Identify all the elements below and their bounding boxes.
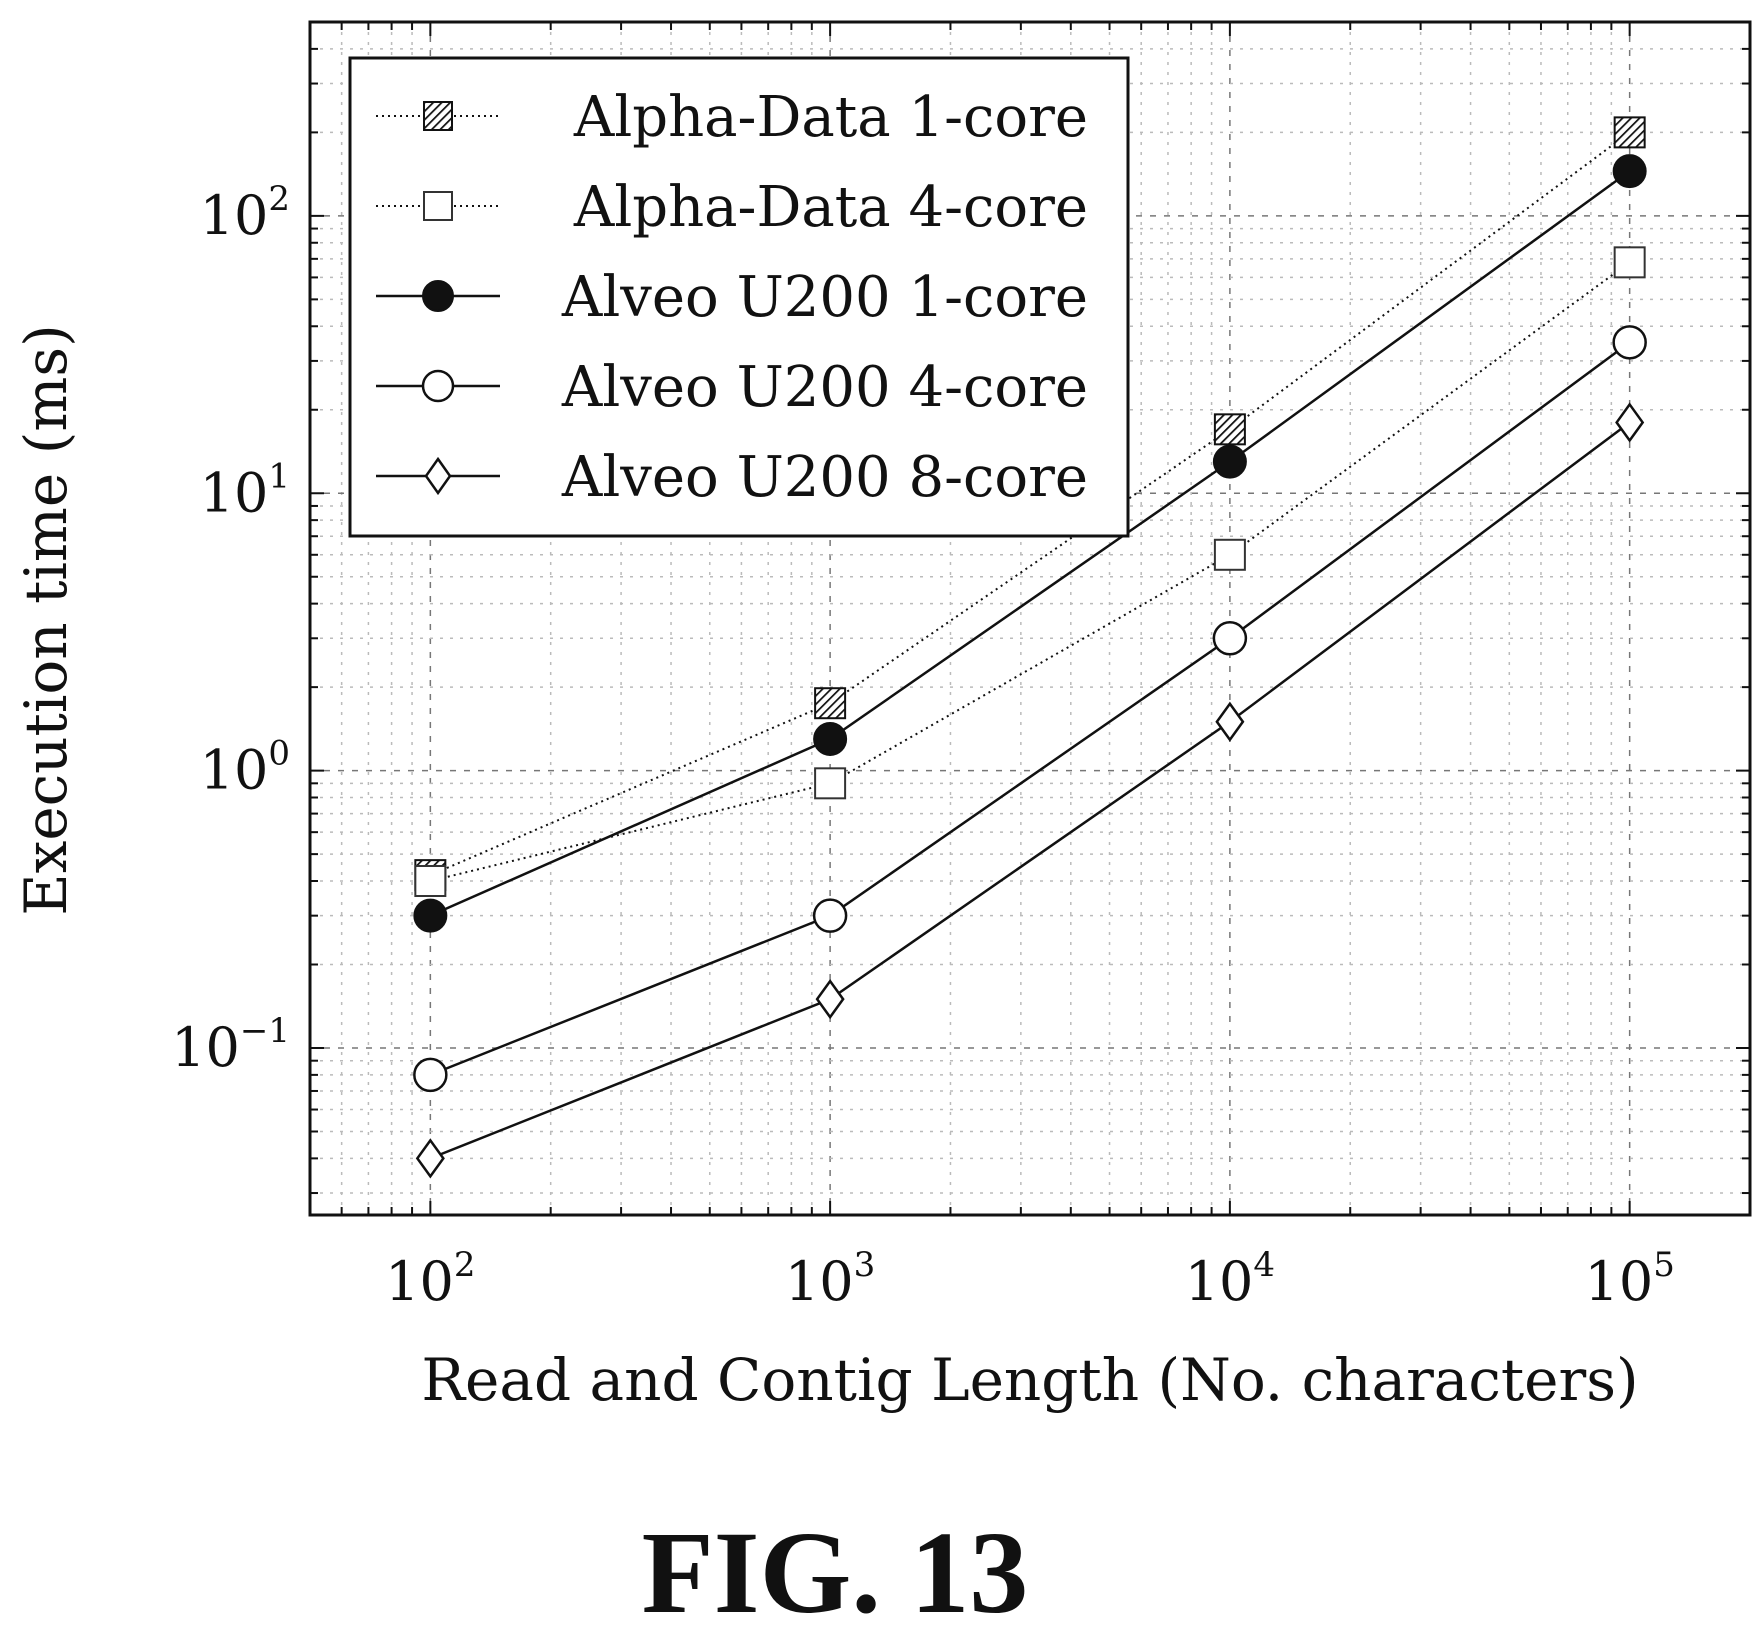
legend-entry: Alveo U200 1-core	[376, 265, 1088, 330]
data-point	[1612, 154, 1647, 189]
data-point	[1213, 413, 1246, 446]
data-point	[1212, 444, 1247, 479]
legend-marker	[421, 369, 455, 403]
y-tick-label: 101	[200, 456, 290, 524]
legend-label: Alveo U200 4-core	[561, 355, 1088, 420]
data-point	[1215, 701, 1245, 742]
x-axis-label: Read and Contig Length (No. characters)	[421, 1346, 1638, 1414]
series-5	[415, 402, 1645, 1179]
data-point	[415, 1138, 445, 1179]
data-point	[1615, 402, 1645, 443]
data-point	[1213, 538, 1246, 571]
y-axis-label: Execution time (ms)	[12, 324, 80, 915]
series-2	[414, 246, 1646, 898]
data-point	[813, 722, 848, 757]
series-line	[429, 341, 1631, 1077]
series-line	[429, 131, 1631, 877]
data-point	[1613, 116, 1646, 149]
data-point	[814, 687, 847, 720]
legend-label: Alveo U200 1-core	[561, 265, 1088, 330]
legend-label: Alpha-Data 1-core	[573, 85, 1088, 150]
x-tick-label: 105	[1584, 1245, 1674, 1313]
x-tick-label: 103	[785, 1245, 875, 1313]
series-3	[413, 154, 1647, 933]
x-tick-label: 104	[1185, 1245, 1275, 1313]
legend-marker	[422, 280, 454, 312]
data-point	[413, 898, 448, 933]
y-tick-label: 100	[200, 734, 290, 802]
data-point	[1212, 621, 1248, 656]
plot-frame	[308, 20, 1752, 1217]
legend-marker	[423, 191, 453, 221]
y-tick-label: 10−1	[171, 1011, 290, 1079]
data-series	[413, 116, 1647, 1179]
x-tick-label: 102	[385, 1245, 475, 1313]
series-line	[429, 170, 1631, 917]
series-line	[429, 421, 1631, 1160]
legend-marker	[423, 101, 453, 131]
data-point	[1613, 246, 1646, 279]
legend-entry: Alpha-Data 1-core	[376, 85, 1088, 150]
legend-entry: Alpha-Data 4-core	[376, 175, 1088, 240]
legend-label: Alveo U200 8-core	[561, 445, 1088, 510]
axis-ticks: 102 103 104 105 10−1 100 101 102	[171, 21, 1751, 1313]
series-line	[430, 261, 1631, 882]
legend-label: Alpha-Data 4-core	[573, 175, 1088, 240]
data-point	[413, 1057, 448, 1093]
data-point	[812, 898, 848, 933]
data-point	[1612, 325, 1647, 360]
legend-entry: Alveo U200 4-core	[376, 355, 1088, 420]
figure-caption: FIG. 13	[642, 1507, 1029, 1623]
data-point	[814, 767, 847, 800]
y-tick-label: 102	[200, 179, 290, 247]
legend-entry: Alveo U200 8-core	[376, 445, 1088, 510]
data-point	[414, 865, 447, 898]
series-4	[413, 325, 1647, 1093]
data-point	[815, 979, 845, 1020]
legend-marker	[424, 456, 452, 496]
legend: Alpha-Data 1-core Alpha-Data 4-core Alveo …	[348, 56, 1130, 538]
